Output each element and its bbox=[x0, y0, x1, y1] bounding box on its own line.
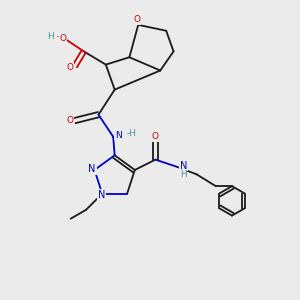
Text: O: O bbox=[66, 63, 73, 72]
Text: O: O bbox=[60, 34, 67, 43]
Text: N: N bbox=[115, 131, 122, 140]
Text: O: O bbox=[133, 15, 140, 24]
Text: N: N bbox=[88, 164, 96, 174]
Text: -H: -H bbox=[127, 129, 136, 138]
Text: H: H bbox=[180, 170, 187, 179]
Text: N: N bbox=[98, 190, 105, 200]
Text: O: O bbox=[152, 132, 159, 141]
Text: H: H bbox=[47, 32, 54, 41]
Text: N: N bbox=[180, 160, 187, 170]
Text: O: O bbox=[66, 116, 73, 125]
Text: ·: · bbox=[56, 32, 60, 43]
